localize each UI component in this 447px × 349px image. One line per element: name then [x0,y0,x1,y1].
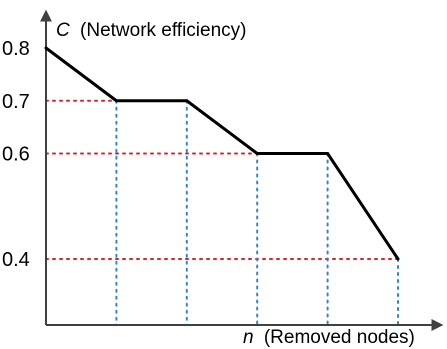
guide-lines [45,99,399,326]
data-point-4 [326,152,330,155]
y-axis-title: C (Network efficiency) [56,20,247,41]
y-tick-label-0_7: 0.7 [2,91,30,113]
y-tick-label-0_8: 0.8 [2,38,30,60]
y-tick-labels: 0.8 0.7 0.6 0.4 [2,38,30,271]
data-point-2 [185,99,189,103]
data-point-1 [114,99,118,103]
data-point-5 [396,257,400,261]
axes [40,9,444,331]
data-point-0 [44,46,48,50]
series-layer [44,46,400,261]
y-tick-label-0_4: 0.4 [2,249,30,271]
x-axis-title: n (Removed nodes) [243,327,415,348]
series-line [45,46,400,260]
data-point-3 [255,152,259,155]
y-tick-label-0_6: 0.6 [2,144,30,166]
